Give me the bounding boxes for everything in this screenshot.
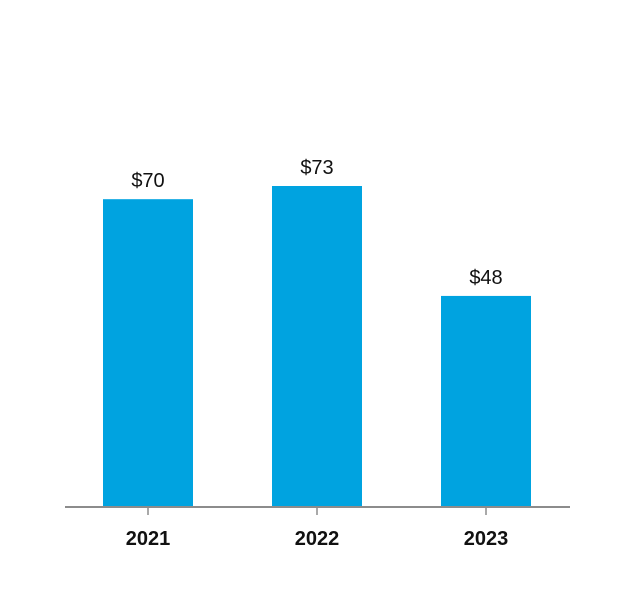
value-label-2022: $73 bbox=[300, 157, 333, 179]
bar-2022 bbox=[272, 186, 362, 507]
category-label-2022: 2022 bbox=[295, 528, 340, 550]
bars-group bbox=[103, 186, 531, 508]
x-axis-ticks-group bbox=[147, 507, 487, 515]
category-label-2021: 2021 bbox=[126, 528, 171, 550]
bar-2021 bbox=[103, 199, 193, 508]
category-label-2023: 2023 bbox=[464, 528, 509, 550]
bar-2023 bbox=[441, 295, 531, 507]
value-label-2023: $48 bbox=[469, 267, 502, 289]
value-label-2021: $70 bbox=[131, 170, 164, 192]
category-labels-group: 2021 2022 2023 bbox=[126, 528, 509, 550]
value-labels-group: $70 $73 $48 bbox=[131, 157, 502, 289]
